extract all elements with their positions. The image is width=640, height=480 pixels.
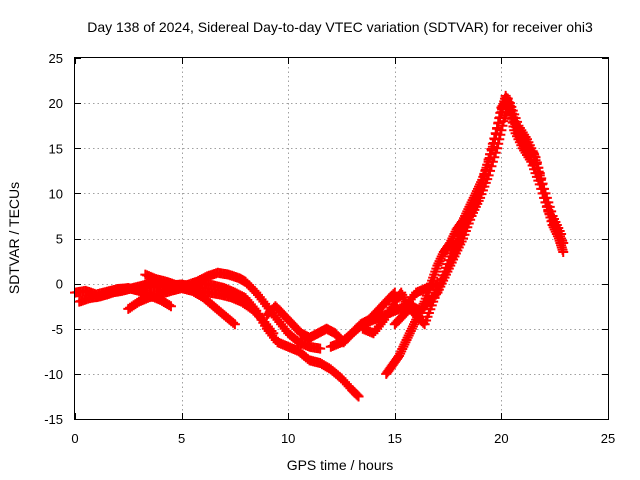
data-point-fill — [421, 315, 432, 326]
data-point — [483, 170, 494, 181]
data-point-fill — [476, 189, 487, 200]
data-point-fill — [494, 134, 505, 145]
data-point-fill — [485, 165, 496, 176]
y-tick-label: 15 — [49, 141, 63, 156]
data-point-fill — [459, 229, 470, 240]
data-point-fill — [537, 178, 548, 189]
y-tick-label: -5 — [51, 322, 63, 337]
series-arc-b — [74, 267, 326, 354]
data-point-fill — [422, 311, 433, 322]
data-point-fill — [533, 162, 544, 173]
data-point — [530, 152, 541, 163]
data-point-fill — [509, 109, 520, 120]
data-point-fill — [487, 156, 498, 167]
data-point — [353, 391, 364, 402]
data-point-fill — [462, 222, 473, 233]
data-point-fill — [510, 113, 521, 124]
data-point-fill — [495, 129, 506, 140]
x-tick-label: 10 — [281, 431, 295, 446]
y-tick-label: -15 — [44, 412, 63, 427]
data-point — [165, 301, 176, 312]
y-tick-label: -10 — [44, 367, 63, 382]
data-point — [558, 247, 569, 258]
data-point — [268, 328, 279, 339]
x-tick-label: 25 — [601, 431, 615, 446]
data-point-fill — [352, 390, 363, 401]
y-tick-label: 10 — [49, 186, 63, 201]
series-arc-e — [140, 269, 279, 339]
data-point — [458, 233, 469, 244]
data-point-fill — [512, 116, 523, 127]
data-point-fill — [506, 101, 517, 112]
data-point-fill — [480, 177, 491, 188]
data-point-fill — [546, 206, 557, 217]
data-point-fill — [425, 304, 436, 315]
data-point — [539, 183, 550, 194]
data-point-fill — [489, 152, 500, 163]
data-point-fill — [486, 161, 497, 172]
data-point — [556, 228, 567, 239]
data-point-fill — [536, 173, 547, 184]
data-point — [229, 319, 240, 330]
series-arc-d — [91, 283, 176, 312]
data-point — [475, 192, 486, 203]
y-tick-label: 0 — [56, 277, 63, 292]
data-point-fill — [496, 125, 507, 136]
y-tick-label: 5 — [56, 232, 63, 247]
y-axis-label: SDTVAR / TECUs — [6, 182, 22, 294]
chart-title: Day 138 of 2024, Sidereal Day-to-day VTE… — [87, 19, 593, 35]
data-point-fill — [482, 174, 493, 185]
x-tick-label: 0 — [71, 431, 78, 446]
data-point-fill — [497, 120, 508, 131]
axis-ticks: 0 5 10 15 20 25 -15 -10 -5 0 5 10 15 20 25 — [44, 51, 615, 446]
data-point-fill — [479, 181, 490, 192]
data-point-fill — [460, 225, 471, 236]
data-point — [504, 98, 515, 109]
x-tick-label: 20 — [494, 431, 508, 446]
data-point-fill — [534, 168, 545, 179]
data-point-fill — [531, 157, 542, 168]
data-point-fill — [463, 218, 474, 229]
data-point — [492, 143, 503, 154]
x-tick-label: 5 — [178, 431, 185, 446]
data-point-fill — [541, 192, 552, 203]
data-point-fill — [487, 141, 498, 152]
data-point-fill — [490, 147, 501, 158]
data-series — [70, 90, 569, 402]
data-point-fill — [544, 201, 555, 212]
data-point-fill — [492, 123, 503, 134]
grid — [75, 58, 608, 419]
x-axis-label: GPS time / hours — [287, 457, 394, 473]
data-point-fill — [493, 138, 504, 149]
x-tick-label: 15 — [388, 431, 402, 446]
data-point-fill — [540, 188, 551, 199]
data-point-fill — [465, 214, 476, 225]
data-point — [419, 319, 430, 330]
data-point — [315, 343, 326, 354]
data-point-fill — [423, 307, 434, 318]
y-tick-label: 20 — [49, 96, 63, 111]
y-tick-label: 25 — [49, 51, 63, 66]
data-point-fill — [543, 197, 554, 208]
series-arc-i — [381, 93, 569, 379]
data-point-fill — [507, 105, 518, 116]
series-arc-j — [389, 98, 567, 330]
data-point-fill — [477, 185, 488, 196]
plot-frame — [74, 57, 609, 420]
